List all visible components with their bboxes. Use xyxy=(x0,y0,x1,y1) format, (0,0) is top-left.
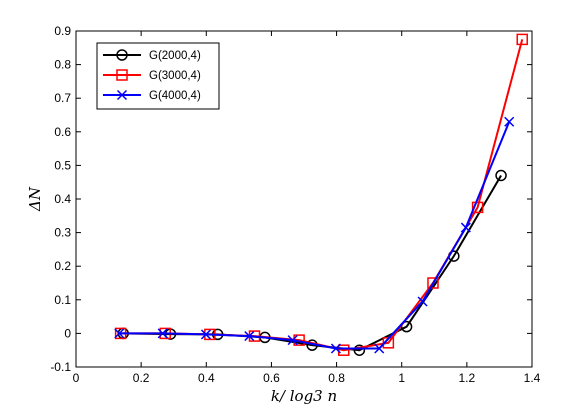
y-tick-label: -0.1 xyxy=(50,360,71,374)
legend-label: G(2000,4) xyxy=(149,50,201,62)
x-marker xyxy=(460,222,471,233)
x-tick-label: 0.2 xyxy=(133,371,150,385)
x-marker xyxy=(504,116,515,127)
legend: G(2000,4) G(3000,4) G(4000,4) xyxy=(96,42,220,110)
y-tick-label: 0.8 xyxy=(54,58,71,72)
legend-label: G(3000,4) xyxy=(149,70,201,82)
x-marker xyxy=(330,343,341,354)
series-2 xyxy=(114,116,515,354)
series-line xyxy=(119,121,511,350)
x-marker-stroke xyxy=(200,329,211,340)
x-tick-label: 1 xyxy=(398,371,405,385)
x-marker xyxy=(114,328,125,339)
x-marker-stroke xyxy=(374,343,385,354)
series-layer xyxy=(114,33,528,356)
circle-marker xyxy=(353,344,366,356)
x-marker xyxy=(244,331,255,342)
y-tick-label: 0.1 xyxy=(54,293,71,307)
y-tick-label: 0.5 xyxy=(54,158,71,172)
circle-marker xyxy=(116,49,128,61)
y-tick-label: 0.6 xyxy=(54,125,71,139)
x-marker-stroke xyxy=(116,89,128,101)
circle-marker xyxy=(495,169,507,182)
x-tick-label: 0.8 xyxy=(328,371,345,385)
square-marker xyxy=(116,69,128,81)
x-tick-label: 0.4 xyxy=(198,371,215,385)
x-marker-stroke xyxy=(460,222,471,233)
y-tick-label: 0.2 xyxy=(54,259,71,273)
x-marker-stroke xyxy=(157,328,168,339)
y-tick-label: 0 xyxy=(64,326,71,340)
x-tick-label: 1.4 xyxy=(524,371,541,385)
square-marker xyxy=(337,344,350,356)
y-tick-label: 0.9 xyxy=(54,24,71,38)
legend-item: G(3000,4) xyxy=(103,69,201,82)
x-tick-label: 0 xyxy=(73,371,80,385)
x-tick-label: 1.2 xyxy=(459,371,476,385)
y-axis-label: ΔN xyxy=(26,186,44,212)
x-marker xyxy=(200,329,211,340)
x-marker xyxy=(116,89,128,101)
x-marker-stroke xyxy=(114,328,125,339)
x-marker-stroke xyxy=(330,343,341,354)
x-marker xyxy=(287,335,298,346)
y-tick-label: 0.4 xyxy=(54,192,71,206)
x-tick-label: 0.6 xyxy=(263,371,280,385)
square-marker xyxy=(471,201,484,214)
x-marker-stroke xyxy=(287,335,298,346)
legend-item: G(4000,4) xyxy=(103,89,201,102)
x-marker-stroke xyxy=(244,331,255,342)
x-axis-label: k/ log3 n xyxy=(271,387,337,405)
x-marker xyxy=(417,296,428,307)
square-marker xyxy=(516,33,528,46)
x-marker xyxy=(157,328,168,339)
y-tick-label: 0.7 xyxy=(54,91,71,105)
x-marker xyxy=(374,343,385,354)
x-marker-stroke xyxy=(504,116,515,127)
legend-label: G(4000,4) xyxy=(149,90,201,102)
x-marker-stroke xyxy=(417,296,428,307)
legend-item: G(2000,4) xyxy=(103,49,201,62)
square-marker xyxy=(427,277,439,289)
y-tick-label: 0.3 xyxy=(54,226,71,240)
